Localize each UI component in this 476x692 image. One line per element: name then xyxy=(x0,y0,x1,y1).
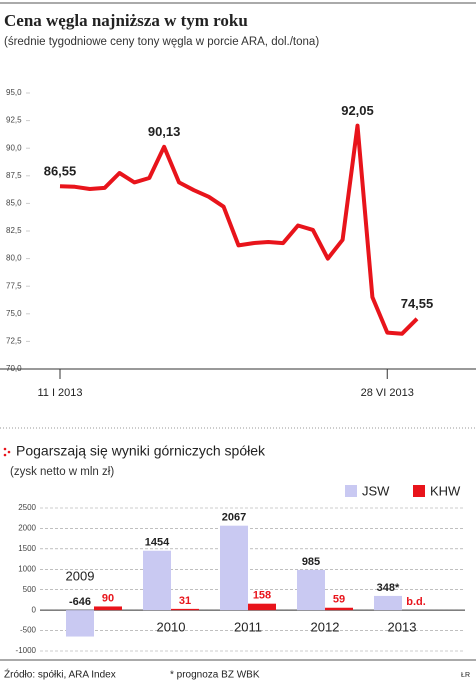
x-tick-label: 2011 xyxy=(234,620,262,635)
y-tick-label: 77,5 xyxy=(6,281,22,290)
data-label: 985 xyxy=(302,556,320,568)
y-tick-label: 92,5 xyxy=(6,116,22,125)
y-tick-label: 1000 xyxy=(18,564,36,573)
bar xyxy=(66,610,94,637)
data-label: 90,13 xyxy=(148,124,181,139)
y-tick-label: 85,0 xyxy=(6,199,22,208)
legend-swatch xyxy=(345,485,357,497)
y-tick-label: 82,5 xyxy=(6,226,22,235)
bar xyxy=(171,608,199,611)
y-tick-label: 1500 xyxy=(18,544,36,553)
data-label: 31 xyxy=(179,595,191,607)
legend-label: JSW xyxy=(362,483,390,498)
data-label: b.d. xyxy=(406,596,426,608)
y-tick-label: 2500 xyxy=(18,503,36,512)
x-tick-label: 2013 xyxy=(388,620,417,635)
data-label: 92,05 xyxy=(341,103,374,118)
y-tick-label: 90,0 xyxy=(6,143,22,152)
price-line xyxy=(59,123,419,336)
chart-subtitle: (średnie tygodniowe ceny tony węgla w po… xyxy=(4,36,319,48)
y-tick-label: 72,5 xyxy=(6,337,22,346)
x-tick-label: 2009 xyxy=(66,569,95,584)
bar xyxy=(248,603,276,611)
data-label: 1454 xyxy=(145,537,170,549)
chart-title: Cena węgla najniższa w tym roku xyxy=(4,11,248,30)
bar xyxy=(220,525,248,611)
data-label: 158 xyxy=(253,590,271,602)
data-label: 90 xyxy=(102,592,114,604)
y-tick-label: 87,5 xyxy=(6,171,22,180)
y-tick-label: 2000 xyxy=(18,524,36,533)
bar xyxy=(374,595,402,611)
data-label: 348* xyxy=(377,582,400,594)
x-tick-label: 11 I 2013 xyxy=(37,387,82,399)
bar xyxy=(297,569,325,611)
data-label: 74,55 xyxy=(401,296,434,311)
data-label: 86,55 xyxy=(44,164,77,179)
y-tick-label: 0 xyxy=(32,605,37,614)
chart-title: Pogarszają się wyniki górniczych spółek xyxy=(16,443,266,459)
y-tick-label: 75,0 xyxy=(6,309,22,318)
legend-swatch xyxy=(413,485,425,497)
y-tick-label: -1000 xyxy=(16,646,37,655)
note: * prognoza BZ WBK xyxy=(170,670,260,681)
bar xyxy=(94,606,122,611)
legend-label: KHW xyxy=(430,483,461,498)
x-tick-label: 28 VI 2013 xyxy=(361,387,414,399)
chart-subtitle: (zysk netto w mln zł) xyxy=(10,466,114,478)
source: Źródło: spółki, ARA Index xyxy=(4,668,116,681)
data-label: 2067 xyxy=(222,512,246,524)
bar xyxy=(325,607,353,611)
y-tick-label: 95,0 xyxy=(6,88,22,97)
data-label: -646 xyxy=(69,596,91,608)
data-label: 59 xyxy=(333,594,345,606)
author: ŁR xyxy=(461,672,470,679)
x-tick-label: 2012 xyxy=(311,620,340,635)
y-tick-label: -500 xyxy=(20,626,37,635)
x-tick-label: 2010 xyxy=(157,620,186,635)
y-tick-label: 500 xyxy=(23,585,37,594)
y-tick-label: 80,0 xyxy=(6,254,22,263)
bar xyxy=(143,550,171,611)
dots-icon xyxy=(3,447,11,457)
